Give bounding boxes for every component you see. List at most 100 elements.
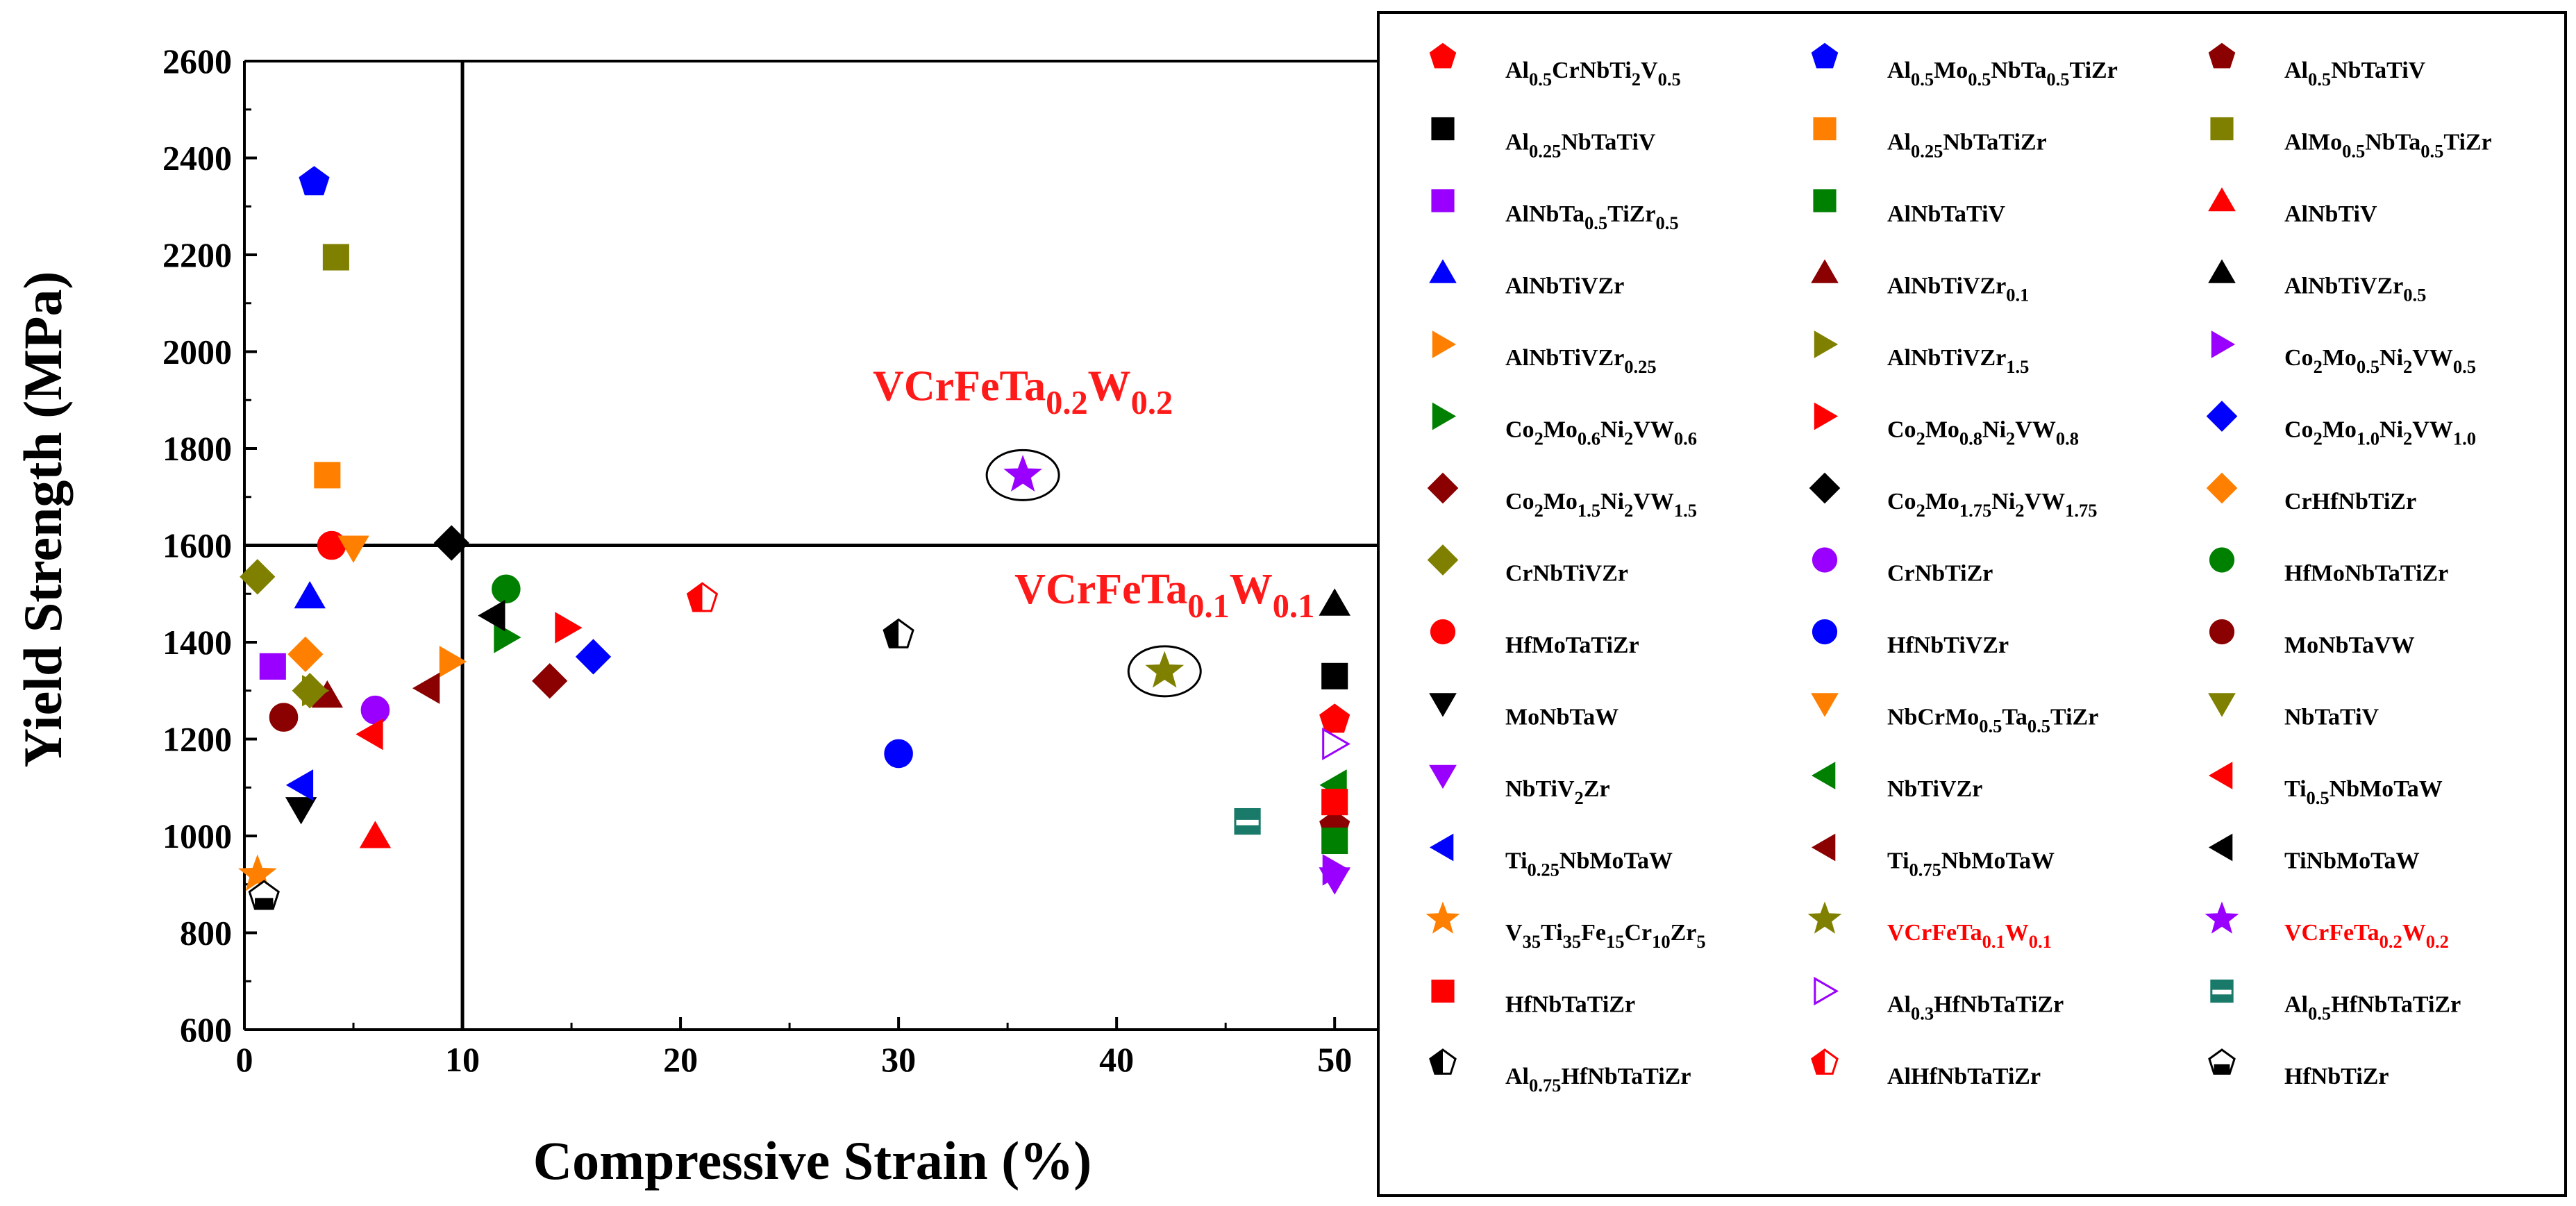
legend-box [1377, 11, 2567, 1197]
marker-ti0-75nbmotaw [412, 672, 440, 704]
marker-alnbtivzr [294, 580, 326, 609]
x-tick-label: 50 [1317, 1040, 1352, 1079]
marker-tinbmotaw [478, 599, 505, 632]
legend-label-co2mo1-75ni2vw1-75: Co2Mo1.75Ni2VW1.75 [1887, 489, 2097, 521]
marker-co2mo1-0ni2vw1-0 [575, 639, 612, 675]
y-tick-label: 800 [180, 914, 232, 953]
legend-label-al0-5mo0-5nbta0-5tizr: Al0.5Mo0.5NbTa0.5TiZr [1887, 58, 2118, 90]
y-tick-label: 1400 [162, 623, 232, 662]
legend-label-al0-5hfnbtatizr: Al0.5HfNbTaTiZr [2284, 992, 2461, 1024]
marker-co2mo0-8ni2vw0-8 [555, 612, 583, 644]
legend-marker-nbtivzr [1811, 762, 1836, 789]
annotations: VCrFeTa0.2W0.2 VCrFeTa0.1W0.1 [873, 362, 1314, 698]
marker-vcrfeta0-1w0-1 [1145, 651, 1185, 688]
annotation-vcrfeta02w02: VCrFeTa0.2W0.2 [873, 362, 1173, 421]
marker-al0-5crnbti2v0-5 [1319, 703, 1350, 733]
legend-label-monbtavw: MoNbTaVW [2284, 633, 2415, 658]
legend-label-co2mo0-5ni2vw0-5: Co2Mo0.5Ni2VW0.5 [2284, 345, 2476, 377]
legend-marker-ti0-25nbmotaw [1429, 833, 1454, 862]
legend-marker-alnbtivzr0-1 [1811, 259, 1839, 283]
legend-label-alnbtivzr1-5: AlNbTiVZr1.5 [1887, 345, 2029, 377]
marker-monbtavw [269, 703, 299, 732]
legend-label-co2mo1-5ni2vw1-5: Co2Mo1.5Ni2VW1.5 [1505, 489, 1697, 521]
x-axis-title: Compressive Strain (%) [533, 1130, 1092, 1191]
legend-label-alnbtivzr: AlNbTiVZr [1505, 274, 1624, 299]
marker-hfnbtatizr [1321, 789, 1348, 816]
legend-marker-co2mo0-6ni2vw0-6 [1432, 402, 1457, 430]
marker-crnbtivzr-1 [240, 559, 276, 595]
marker-alnbtivzr0-5 [1319, 588, 1350, 616]
legend-marker-co2mo1-75ni2vw1-75 [1809, 472, 1841, 504]
axis-tick-labels: 600 800 1000 1200 1400 1600 1800 2000 2200 2400 26… [162, 42, 1352, 1079]
y-tick-label: 1800 [162, 429, 232, 468]
data-markers [237, 166, 1351, 910]
marker-almo0-5nbta0-5tizr [322, 244, 349, 271]
marker-co2mo1-5ni2vw1-5 [532, 663, 568, 699]
legend-label-alnbtativ: AlNbTaTiV [1887, 201, 2006, 227]
legend-label-co2mo0-8ni2vw0-8: Co2Mo0.8Ni2VW0.8 [1887, 417, 2079, 449]
legend-label-hfnbtivzr: HfNbTiVZr [1887, 633, 2009, 658]
legend-marker-hfnbtizr [2208, 1048, 2236, 1075]
legend-marker-ti0-75nbmotaw [1811, 833, 1836, 862]
x-tick-label: 10 [445, 1040, 480, 1079]
legend-marker-al0-5crnbti2v0-5 [1429, 42, 1457, 69]
legend-label-al0-25nbtatizr: Al0.25NbTaTiZr [1887, 130, 2047, 162]
legend: Al0.5CrNbTi2V0.5 Al0.5Mo0.5NbTa0.5TiZr Al0… [1377, 11, 2567, 1197]
y-axis-title: Yield Strength (MPa) [12, 271, 73, 768]
legend-marker-crnbtizr [1812, 547, 1838, 573]
legend-marker-alnbtivzr1-5 [1814, 330, 1839, 358]
legend-label-alhfnbtatizr: AlHfNbTaTiZr [1887, 1064, 2041, 1089]
legend-label-vcrfeta0-1w0-1: VCrFeTa0.1W0.1 [1887, 920, 2052, 952]
legend-label-almo0-5nbta0-5tizr: AlMo0.5NbTa0.5TiZr [2284, 130, 2492, 162]
marker-alnbtivzr0-25 [439, 646, 467, 678]
legend-marker-alnbta0-5tizr0-5 [1431, 189, 1455, 212]
legend-label-al0-5nbtativ: Al0.5NbTaTiV [2284, 58, 2426, 90]
legend-label-ti0-75nbmotaw: Ti0.75NbMoTaW [1887, 848, 2055, 880]
y-tick-label: 1000 [162, 816, 232, 855]
legend-marker-monbtavw [2209, 619, 2235, 645]
legend-marker-almo0-5nbta0-5tizr [2210, 117, 2234, 141]
legend-marker-al0-75hfnbtatizr [1429, 1048, 1457, 1075]
legend-label-monbtaw: MoNbTaW [1505, 705, 1619, 730]
legend-marker-crhfnbtizr [2206, 472, 2238, 504]
legend-label-al0-3hfnbtatizr: Al0.3HfNbTaTiZr [1887, 992, 2064, 1024]
legend-marker-co2mo0-5ni2vw0-5 [2211, 330, 2236, 358]
marker-nbcrmo0-5ta0-5tizr [337, 535, 369, 563]
marker-al0-25nbtatizr [314, 462, 341, 489]
marker-alhfnbtatizr [686, 582, 719, 612]
x-tick-label: 30 [881, 1040, 916, 1079]
legend-label-al0-75hfnbtatizr: Al0.75HfNbTaTiZr [1505, 1064, 1691, 1096]
legend-label-alnbtivzr0-5: AlNbTiVZr0.5 [2284, 274, 2426, 305]
marker-alnbta0-5tizr0-5 [259, 653, 286, 680]
legend-marker-alhfnbtatizr [1811, 1048, 1839, 1075]
legend-marker-alnbtativ [1813, 189, 1837, 212]
legend-label-crhfnbtizr: CrHfNbTiZr [2284, 489, 2416, 514]
x-tick-label: 40 [1099, 1040, 1134, 1079]
legend-marker-monbtaw [1429, 693, 1457, 717]
marker-al0-75hfnbtatizr [883, 618, 914, 648]
legend-label-alnbtivzr0-1: AlNbTiVZr0.1 [1887, 274, 2029, 305]
legend-label-co2mo0-6ni2vw0-6: Co2Mo0.6Ni2VW0.6 [1505, 417, 1697, 449]
marker-ti0-5nbmotaw [356, 718, 383, 751]
legend-label-nbtivzr: NbTiVZr [1887, 776, 1982, 802]
legend-label-al0-5crnbti2v0-5: Al0.5CrNbTi2V0.5 [1505, 58, 1681, 90]
marker-al0-3hfnbtatizr [1322, 727, 1351, 760]
marker-ti0-25nbmotaw [285, 769, 314, 801]
y-tick-label: 2400 [162, 139, 232, 178]
legend-marker-vcrfeta0-1w0-1 [1807, 901, 1842, 934]
legend-label-crnbtivzr: CrNbTiVZr [1505, 561, 1628, 587]
y-tick-label: 2600 [162, 42, 232, 81]
annotation-vcrfeta01w01-ellipse [1127, 645, 1202, 698]
legend-marker-co2mo1-5ni2vw1-5 [1427, 472, 1459, 504]
legend-marker-nbtativ [2208, 693, 2236, 717]
legend-label-hfnbtatizr: HfNbTaTiZr [1505, 992, 1635, 1018]
legend-marker-alnbtivzr0-5 [2208, 259, 2236, 283]
legend-label-v35ti35fe15cr10zr5: V35Ti35Fe15Cr10Zr5 [1505, 920, 1706, 952]
marker-crnbtizr [360, 695, 390, 725]
legend-label-crnbtizr: CrNbTiZr [1887, 561, 1993, 587]
marker-hfmonbtatizr [492, 574, 521, 604]
legend-marker-tinbmotaw [2208, 833, 2233, 862]
legend-label-alnbtiv: AlNbTiV [2284, 201, 2377, 227]
annotation-vcrfeta01w01: VCrFeTa0.1W0.1 [1014, 566, 1314, 625]
marker-monbtaw [285, 797, 317, 825]
